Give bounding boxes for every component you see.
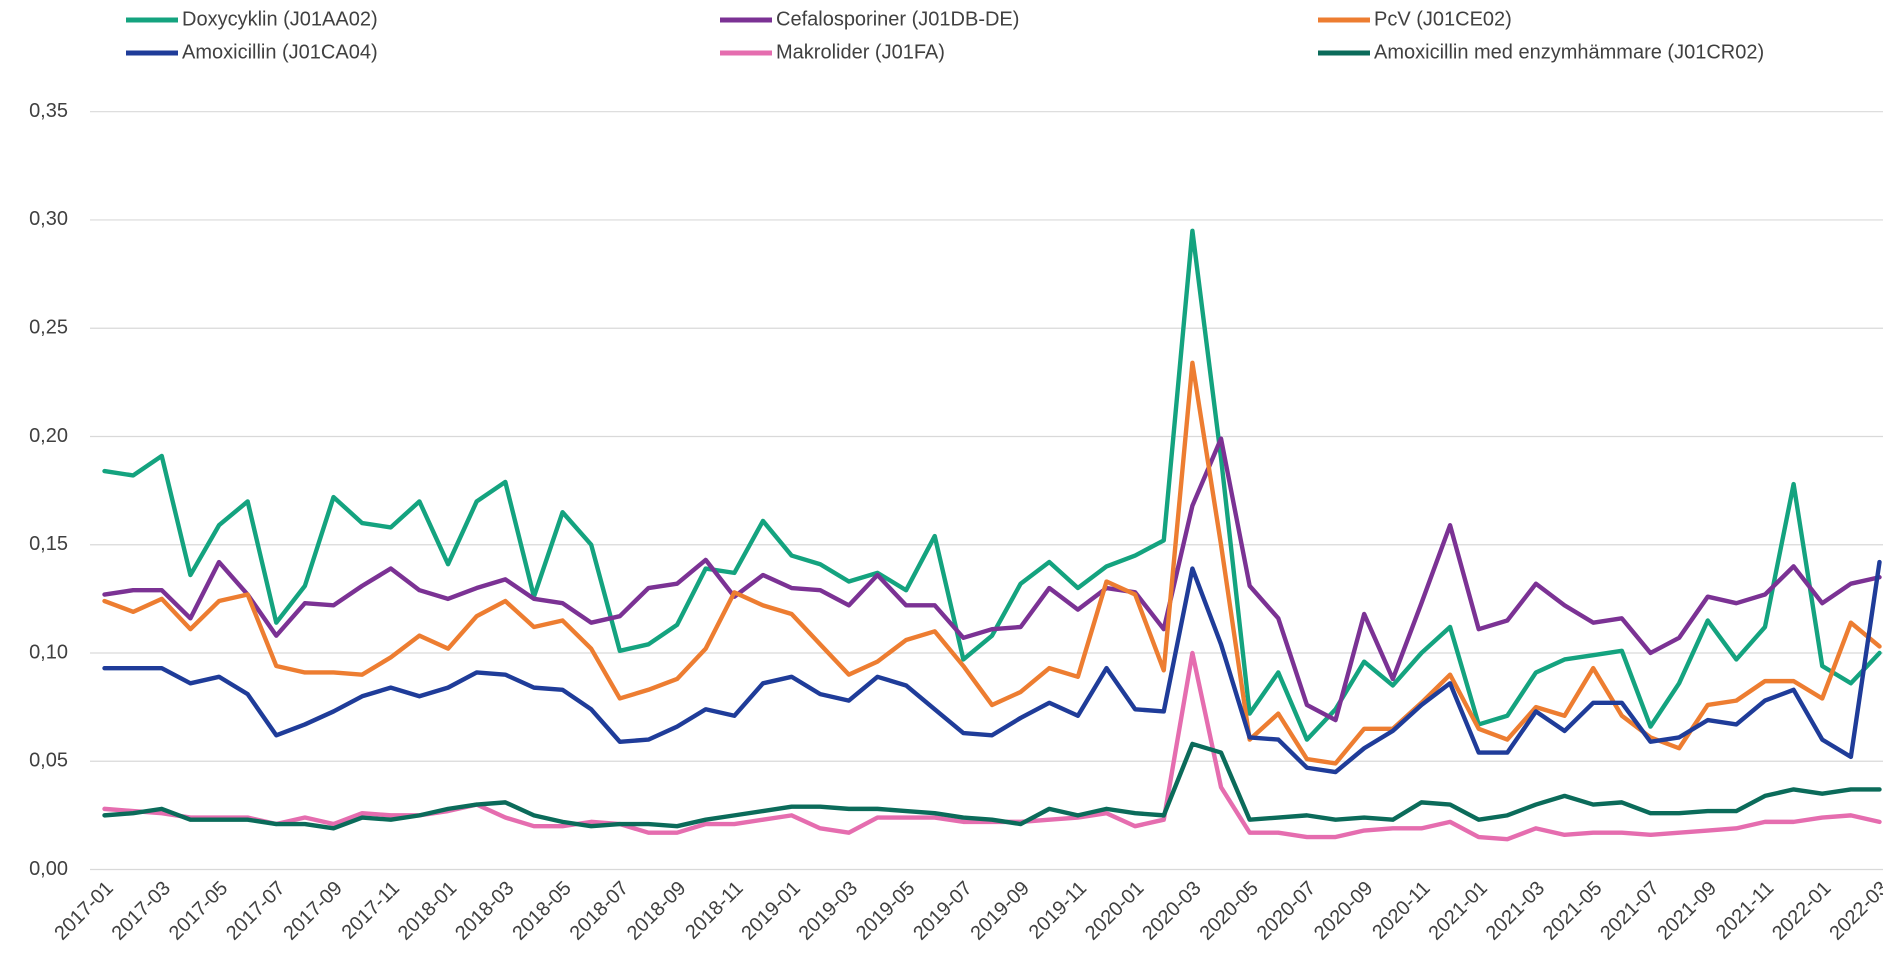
- x-tick-label: 2018-05: [508, 877, 575, 944]
- y-tick-label: 0,30: [29, 208, 68, 230]
- x-tick-label: 2018-11: [681, 877, 747, 943]
- x-tick-label: 2021-11: [1712, 877, 1778, 943]
- x-tick-label: 2019-09: [966, 877, 1033, 944]
- legend-label: Cefalosporiner (J01DB-DE): [776, 8, 1019, 30]
- legend-label: Amoxicillin med enzymhämmare (J01CR02): [1374, 41, 1764, 63]
- series-line: [102, 650, 1882, 842]
- y-tick-label: 0,15: [29, 533, 68, 555]
- series-line: [102, 559, 1882, 775]
- x-tick-label: 2019-05: [852, 877, 919, 944]
- x-tick-label: 2017-11: [338, 877, 404, 943]
- x-tick-label: 2020-11: [1368, 877, 1434, 943]
- y-tick-label: 0,00: [29, 858, 68, 880]
- y-tick-label: 0,10: [29, 641, 68, 663]
- x-tick-label: 2017-09: [279, 877, 346, 944]
- x-tick-label: 2019-07: [909, 877, 976, 944]
- x-tick-label: 2022-03: [1825, 877, 1883, 944]
- x-tick-label: 2018-03: [451, 877, 518, 944]
- legend-label: Amoxicillin (J01CA04): [182, 41, 378, 63]
- x-tick-label: 2017-07: [222, 877, 289, 944]
- x-tick-label: 2019-01: [737, 877, 804, 944]
- x-tick-label: 2019-03: [795, 877, 862, 944]
- series-line: [102, 360, 1882, 766]
- legend-label: PcV (J01CE02): [1374, 8, 1512, 30]
- x-tick-label: 2022-01: [1768, 877, 1835, 944]
- x-tick-label: 2017-03: [108, 877, 175, 944]
- y-tick-label: 0,20: [29, 425, 68, 447]
- x-tick-label: 2021-09: [1654, 877, 1721, 944]
- series-line: [102, 436, 1882, 723]
- y-tick-label: 0,05: [29, 750, 68, 772]
- y-tick-label: 0,25: [29, 316, 68, 338]
- x-tick-label: 2020-05: [1195, 877, 1262, 944]
- y-tick-label: 0,35: [29, 100, 68, 122]
- x-tick-label: 2020-03: [1138, 877, 1205, 944]
- x-tick-label: 2017-05: [165, 877, 232, 944]
- x-tick-label: 2017-01: [50, 877, 117, 944]
- x-tick-label: 2020-07: [1253, 877, 1320, 944]
- x-tick-label: 2018-01: [394, 877, 461, 944]
- x-tick-label: 2020-01: [1081, 877, 1148, 944]
- series-line: [102, 741, 1882, 831]
- legend-label: Doxycyklin (J01AA02): [182, 8, 378, 30]
- x-tick-label: 2020-09: [1310, 877, 1377, 944]
- x-tick-label: 2018-07: [566, 877, 633, 944]
- x-tick-label: 2019-11: [1025, 877, 1091, 943]
- series-line: [102, 228, 1882, 742]
- legend-label: Makrolider (J01FA): [776, 41, 945, 63]
- x-tick-label: 2018-09: [623, 877, 690, 944]
- x-tick-label: 2021-07: [1596, 877, 1663, 944]
- x-tick-label: 2021-01: [1425, 877, 1492, 944]
- x-tick-label: 2021-03: [1482, 877, 1549, 944]
- x-tick-label: 2021-05: [1539, 877, 1606, 944]
